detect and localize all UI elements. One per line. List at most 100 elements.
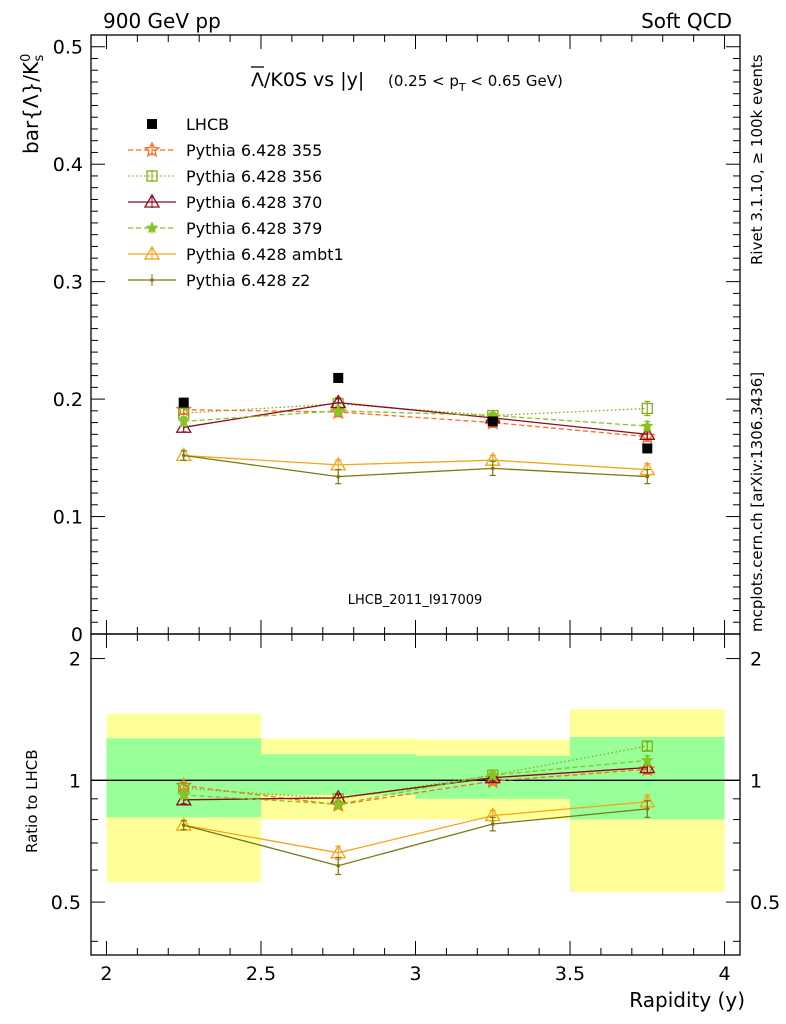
legend-label-p356: Pythia 6.428 356 [186,167,322,186]
legend-label-p370: Pythia 6.428 370 [186,193,322,212]
plot-title-main: Λ/K0S vs |y| [251,69,364,91]
ratio-series-p379 [177,753,654,810]
legend-label-ambt1: Pythia 6.428 ambt1 [186,245,344,264]
ratio-point-p370 [639,759,656,774]
ratio-line-p370 [183,766,648,801]
main-ytick-label: 0.2 [53,389,83,411]
ratio-point-z2-shape [490,822,495,826]
legend-marker-ambt1-shape [143,245,161,260]
ratio-point-p379-shape [640,753,654,766]
ratio-point-p379 [640,753,654,766]
ratio-point-p379-shape [177,788,191,801]
legend-marker-p379-shape [145,221,159,234]
ratio-point-p379 [177,788,191,801]
legend-marker-p370-shape [143,193,161,208]
main-series-p379 [177,404,654,432]
legend-marker-lhcb [147,119,157,129]
main-series-ambt1 [175,447,656,477]
main-point-z2-shape [336,474,341,479]
main-point-p379-shape [177,414,191,427]
main-point-p356-shape [641,402,653,415]
ratio-point-p379 [486,768,500,781]
main-y-axis-label-sub: s [32,55,47,62]
legend-label-p379: Pythia 6.428 379 [186,219,322,238]
ratio-y-axis-label: Ratio to LHCB [23,749,41,853]
ratio-series-z2 [180,800,651,876]
ratio-point-p370-shape [484,769,501,784]
main-line-ambt1 [183,454,648,471]
main-line-p370 [183,401,648,435]
analysis-watermark: LHCB_2011_I917009 [348,593,483,608]
main-point-z2-shape [181,453,186,458]
ratio-line-ambt1 [183,801,648,854]
xtick-label: 3.5 [555,963,585,985]
data-point-lhcb [333,372,344,383]
x-axis-label: Rapidity (y) [629,988,745,1012]
main-panel: 0 0.1 0.2 0.3 0.4 0.5 [53,34,741,646]
legend-marker-z2-shape [150,278,154,282]
main-ytick-label: 0.4 [53,154,83,176]
ratio-panel: 2 2.5 3 3.5 4 0.5 0.5 1 1 2 2 [51,633,780,985]
main-point-p370 [639,426,656,440]
ratio-ytick-label-left: 1 [69,770,81,792]
ratio-point-p379-shape [331,797,345,810]
legend-marker-lhcb-shape [147,119,157,129]
data-point-lhcb [178,397,189,408]
main-series-z2 [180,450,651,485]
ratio-point-z2-shape [336,863,341,868]
data-point-lhcb-shape [333,372,344,383]
legend-marker-z2 [150,278,154,282]
ratio-line-z2 [183,808,648,867]
main-point-p379-shape [640,419,654,432]
main-point-z2 [181,453,186,458]
legend-label-p355: Pythia 6.428 355 [186,141,322,160]
main-point-z2 [490,466,495,471]
legend-label-z2: Pythia 6.428 z2 [186,271,310,290]
plot-title: Λ/K0S vs |y| (0.25 < pT < 0.65 GeV) [251,66,563,94]
ratio-point-p356 [641,740,653,752]
main-point-p379 [177,414,191,427]
ratio-line-p356 [183,745,648,800]
header-category-label: Soft QCD [641,9,732,33]
ratio-point-p379-shape [486,768,500,781]
main-ytick-label: 0.5 [53,37,83,59]
main-point-z2-shape [490,466,495,471]
ratio-ytick-label-right: 1 [750,770,762,792]
main-y-axis-label-sup: 0 [19,54,34,62]
data-point-lhcb-shape [487,416,498,427]
legend-marker-p355 [143,141,161,158]
ratio-point-z2 [181,823,186,827]
mcplots-reference-label: mcplots.cern.ch [arXiv:1306.3436] [748,372,766,632]
main-ytick-label: 0.3 [53,272,83,294]
legend-marker-ambt1 [143,245,161,260]
main-line-z2 [183,454,648,478]
header-collision-label: 900 GeV pp [103,9,221,33]
main-point-p379-shape [331,404,345,417]
ratio-ytick-label-right: 2 [750,649,762,671]
plot-title-cut: (0.25 < pT < 0.65 GeV) [388,72,563,94]
main-point-p379 [331,404,345,417]
legend-marker-p379 [145,221,159,234]
plot-title-cut-text: (0.25 < p [388,72,459,90]
ratio-ytick-label-right: 0.5 [750,892,780,914]
ratio-point-z2-shape [181,823,186,827]
data-point-lhcb [642,443,653,454]
uncertainty-band-green-1 [260,754,416,795]
main-point-p370-shape [639,426,656,440]
main-point-z2 [645,474,650,479]
ratio-point-z2-shape [645,807,650,811]
ratio-ytick-label-left: 0.5 [51,892,81,914]
legend-marker-p370 [143,193,161,208]
data-point-lhcb-shape [178,397,189,408]
main-point-p356 [641,402,653,415]
plot-title-cut-sub: T [458,81,466,94]
ratio-line-p355 [183,768,648,806]
legend-label-lhcb: LHCB [186,115,229,134]
main-y-axis-label-text: bar{Λ}/K [19,61,43,154]
ratio-line-p379 [183,759,648,805]
ratio-point-z2 [490,822,495,826]
ratio-point-p370 [484,769,501,784]
main-point-p379 [640,419,654,432]
ratio-point-p356-shape [641,740,653,752]
